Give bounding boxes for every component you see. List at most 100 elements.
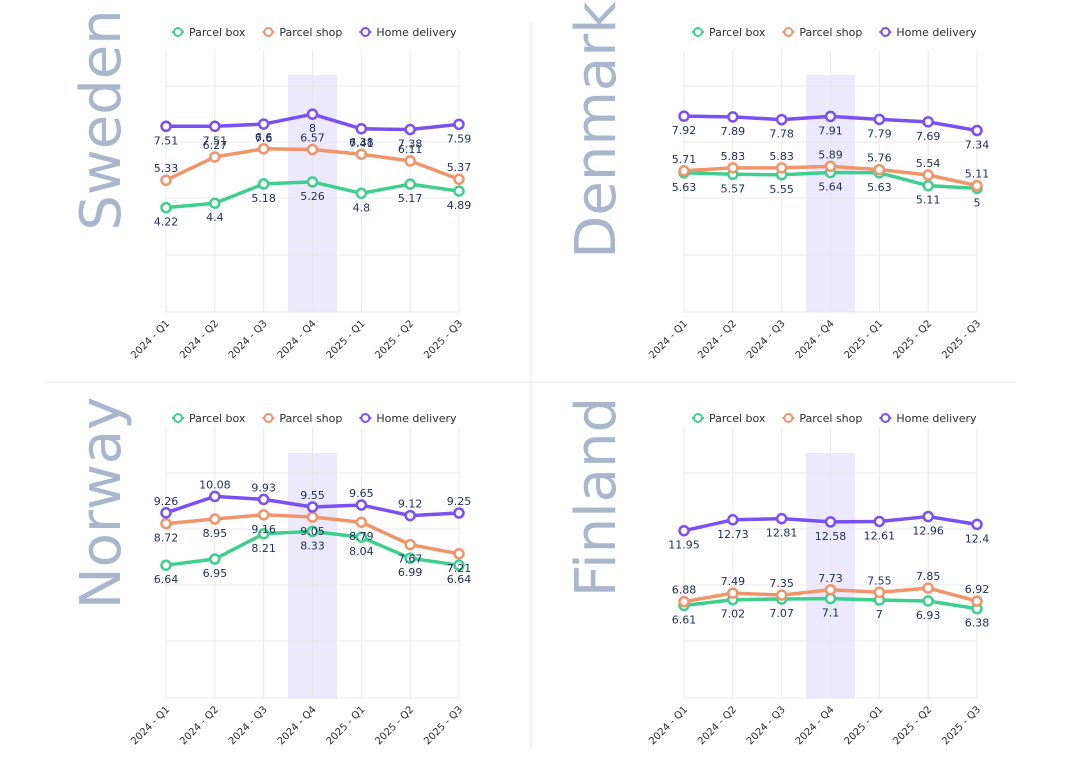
data-label: 7.38 bbox=[398, 138, 423, 151]
data-label: 12.4 bbox=[965, 532, 990, 545]
data-point bbox=[160, 517, 172, 530]
data-point bbox=[678, 110, 690, 122]
legend-item: Parcel box bbox=[172, 26, 246, 39]
data-label: 12.61 bbox=[864, 529, 896, 542]
data-point bbox=[355, 499, 368, 511]
x-tick-label: 2025 - Q3 bbox=[940, 704, 983, 747]
legend-item: Parcel shop bbox=[782, 412, 862, 425]
data-label: 7.6 bbox=[255, 132, 273, 145]
data-point bbox=[775, 113, 788, 126]
data-point bbox=[922, 116, 934, 128]
data-label: 7.35 bbox=[769, 577, 794, 590]
x-tick-label: 2025 - Q3 bbox=[422, 318, 465, 361]
data-label: 5.26 bbox=[300, 190, 325, 203]
data-label: 9.16 bbox=[251, 523, 276, 536]
x-tick-label: 2024 - Q1 bbox=[129, 704, 172, 747]
legend-marker bbox=[173, 27, 183, 37]
data-label: 7.49 bbox=[721, 575, 746, 588]
data-label: 11.95 bbox=[668, 539, 700, 552]
data-label: 6.27 bbox=[203, 139, 228, 152]
data-point bbox=[306, 108, 319, 120]
legend-marker bbox=[360, 27, 371, 37]
data-point bbox=[209, 553, 221, 565]
x-tick-label: 2024 - Q3 bbox=[227, 318, 270, 361]
data-label: 7.69 bbox=[916, 130, 941, 143]
data-label: 6.64 bbox=[154, 573, 179, 586]
data-label: 7.73 bbox=[818, 572, 843, 585]
data-point bbox=[971, 124, 983, 137]
data-label: 6.99 bbox=[398, 566, 423, 579]
data-label: 5.63 bbox=[672, 181, 697, 194]
data-label: 5.33 bbox=[154, 162, 179, 175]
data-point bbox=[355, 187, 368, 200]
data-label: 4.8 bbox=[353, 201, 371, 214]
x-tick-label: 2024 - Q2 bbox=[178, 318, 221, 361]
data-point bbox=[404, 538, 416, 551]
legend-item: Parcel box bbox=[172, 412, 246, 425]
x-tick-label: 2024 - Q4 bbox=[276, 318, 319, 361]
x-tick-label: 2025 - Q1 bbox=[843, 704, 886, 747]
data-label: 7.02 bbox=[721, 608, 746, 621]
x-tick-label: 2025 - Q1 bbox=[325, 704, 368, 747]
data-point bbox=[971, 179, 983, 192]
data-label: 7.79 bbox=[867, 127, 892, 140]
data-label: 4.4 bbox=[206, 211, 224, 224]
data-label: 7.59 bbox=[447, 132, 472, 145]
legend-label: Parcel shop bbox=[799, 26, 862, 39]
data-label: 5.63 bbox=[867, 181, 892, 194]
data-point bbox=[257, 528, 270, 540]
data-point bbox=[453, 507, 465, 519]
data-label: 5.54 bbox=[916, 157, 941, 170]
data-point bbox=[306, 525, 319, 538]
data-label: 9.26 bbox=[154, 495, 179, 508]
data-point bbox=[306, 511, 319, 523]
data-point bbox=[971, 518, 983, 531]
x-tick-label: 2025 - Q2 bbox=[891, 318, 934, 361]
data-label: 5.64 bbox=[818, 181, 843, 194]
data-point bbox=[306, 143, 319, 156]
panel-title: Finland bbox=[564, 397, 629, 597]
data-label: 12.81 bbox=[766, 527, 798, 540]
data-label: 12.58 bbox=[815, 530, 847, 543]
x-tick-label: 2024 - Q2 bbox=[696, 318, 739, 361]
data-point bbox=[404, 509, 416, 522]
data-point bbox=[775, 162, 788, 174]
data-point bbox=[160, 507, 172, 519]
data-point bbox=[257, 143, 270, 155]
data-label: 8.72 bbox=[154, 532, 179, 545]
legend-marker bbox=[880, 27, 891, 37]
data-point bbox=[209, 197, 221, 209]
data-point bbox=[727, 514, 739, 526]
legend-marker bbox=[783, 413, 794, 423]
data-point bbox=[453, 173, 465, 185]
data-point bbox=[727, 587, 739, 599]
data-label: 6.64 bbox=[447, 573, 472, 586]
data-point bbox=[306, 501, 319, 513]
data-point bbox=[257, 509, 270, 521]
x-tick-label: 2024 - Q1 bbox=[647, 704, 690, 747]
data-point bbox=[160, 120, 172, 133]
x-tick-label: 2024 - Q2 bbox=[696, 704, 739, 747]
legend-item: Home delivery bbox=[879, 412, 977, 425]
data-point bbox=[824, 110, 837, 123]
legend-label: Parcel box bbox=[709, 26, 766, 39]
data-point bbox=[453, 559, 465, 571]
data-point bbox=[971, 595, 983, 607]
data-point bbox=[824, 584, 837, 596]
data-label: 7.51 bbox=[203, 134, 228, 147]
legend-marker bbox=[693, 413, 703, 423]
data-label: 7.92 bbox=[672, 124, 697, 137]
data-point bbox=[209, 490, 221, 503]
data-label: 8.95 bbox=[203, 527, 228, 540]
data-label: 7.34 bbox=[965, 139, 990, 152]
data-label: 10.08 bbox=[199, 478, 231, 491]
x-tick-label: 2024 - Q3 bbox=[227, 704, 270, 747]
data-label: 6.61 bbox=[672, 613, 697, 626]
data-label: 5.11 bbox=[916, 194, 941, 207]
legend-item: Home delivery bbox=[879, 26, 977, 39]
data-label: 5.37 bbox=[447, 161, 472, 174]
data-point bbox=[209, 151, 221, 163]
legend-label: Parcel shop bbox=[279, 412, 342, 425]
legend-marker bbox=[360, 413, 371, 423]
